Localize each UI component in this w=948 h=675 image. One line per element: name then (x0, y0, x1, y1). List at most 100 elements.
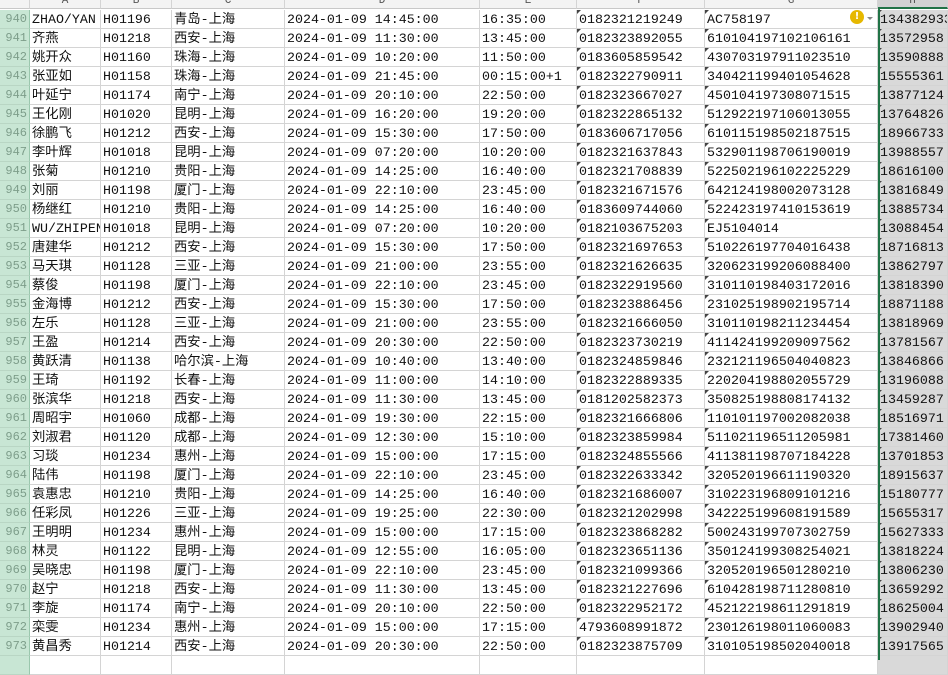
cell-d[interactable]: 2024-01-09 20:30:00 (285, 333, 480, 352)
cell-c[interactable]: 惠州-上海 (172, 523, 285, 542)
cell-h[interactable]: 15180777 (878, 485, 948, 504)
cell-c[interactable]: 西安-上海 (172, 390, 285, 409)
cell-g[interactable]: 350124199308254021 (705, 542, 878, 561)
cell-h[interactable]: 13764826 (878, 105, 948, 124)
cell-d[interactable] (285, 656, 480, 675)
cell-b[interactable]: H01214 (101, 333, 172, 352)
cell-f[interactable]: 0182323886456 (577, 295, 705, 314)
cell-e[interactable]: 13:45:00 (480, 29, 577, 48)
cell-d[interactable]: 2024-01-09 20:10:00 (285, 86, 480, 105)
cell-a[interactable]: 刘淑君 (30, 428, 101, 447)
cell-g[interactable]: 411381198707184228 (705, 447, 878, 466)
cell-e[interactable]: 16:40:00 (480, 200, 577, 219)
cell-b[interactable]: H01128 (101, 314, 172, 333)
column-header-b[interactable]: B (101, 0, 172, 9)
cell-e[interactable]: 17:50:00 (480, 295, 577, 314)
cell-c[interactable]: 惠州-上海 (172, 618, 285, 637)
cell-c[interactable]: 西安-上海 (172, 637, 285, 656)
cell-c[interactable]: 珠海-上海 (172, 48, 285, 67)
cell-d[interactable]: 2024-01-09 11:00:00 (285, 371, 480, 390)
row-number[interactable]: 950 (0, 200, 30, 219)
cell-e[interactable]: 22:50:00 (480, 637, 577, 656)
cell-f[interactable]: 0182324855566 (577, 447, 705, 466)
cell-f[interactable]: 0182321708839 (577, 162, 705, 181)
cell-b[interactable]: H01212 (101, 295, 172, 314)
row-number[interactable]: 956 (0, 314, 30, 333)
cell-e[interactable]: 10:20:00 (480, 143, 577, 162)
cell-g[interactable]: 511021196511205981 (705, 428, 878, 447)
row-number[interactable]: 965 (0, 485, 30, 504)
cell-h[interactable]: 13917565 (878, 637, 948, 656)
cell-e[interactable]: 14:10:00 (480, 371, 577, 390)
cell-a[interactable]: 栾雯 (30, 618, 101, 637)
cell-b[interactable]: H01234 (101, 618, 172, 637)
column-header-e[interactable]: E (480, 0, 577, 9)
cell-a[interactable]: 张滨华 (30, 390, 101, 409)
cell-c[interactable]: 厦门-上海 (172, 561, 285, 580)
cell-e[interactable]: 23:45:00 (480, 276, 577, 295)
cell-g[interactable]: AC758197 (705, 10, 878, 29)
cell-a[interactable]: 任彩凤 (30, 504, 101, 523)
cell-d[interactable]: 2024-01-09 14:25:00 (285, 485, 480, 504)
cell-g[interactable]: 320520196501280210 (705, 561, 878, 580)
row-number[interactable]: 946 (0, 124, 30, 143)
column-header-h[interactable]: H (878, 0, 948, 9)
cell-b[interactable]: H01198 (101, 466, 172, 485)
cell-a[interactable]: 周昭宇 (30, 409, 101, 428)
cell-b[interactable]: H01128 (101, 257, 172, 276)
cell-a[interactable]: 林灵 (30, 542, 101, 561)
cell-b[interactable]: H01138 (101, 352, 172, 371)
cell-b[interactable]: H01174 (101, 599, 172, 618)
cell-h[interactable]: 13806230 (878, 561, 948, 580)
cell-c[interactable]: 三亚-上海 (172, 257, 285, 276)
cell-c[interactable]: 成都-上海 (172, 409, 285, 428)
cell-f[interactable]: 0182322919560 (577, 276, 705, 295)
cell-b[interactable]: H01196 (101, 10, 172, 29)
cell-f[interactable]: 0182321626635 (577, 257, 705, 276)
cell-f[interactable]: 0182323868282 (577, 523, 705, 542)
cell-c[interactable]: 昆明-上海 (172, 542, 285, 561)
cell-f[interactable]: 0182323730219 (577, 333, 705, 352)
cell-a[interactable]: 张菊 (30, 162, 101, 181)
cell-c[interactable]: 西安-上海 (172, 295, 285, 314)
cell-d[interactable]: 2024-01-09 15:30:00 (285, 238, 480, 257)
cell-c[interactable]: 青岛-上海 (172, 10, 285, 29)
row-number[interactable]: 964 (0, 466, 30, 485)
row-number[interactable]: 948 (0, 162, 30, 181)
row-number[interactable]: 961 (0, 409, 30, 428)
cell-h[interactable]: 13846866 (878, 352, 948, 371)
cell-a[interactable]: 唐建华 (30, 238, 101, 257)
row-number[interactable]: 953 (0, 257, 30, 276)
cell-a[interactable]: 齐燕 (30, 29, 101, 48)
cell-a[interactable]: 袁惠忠 (30, 485, 101, 504)
cell-g[interactable] (705, 656, 878, 675)
row-number[interactable]: 957 (0, 333, 30, 352)
cell-b[interactable]: H01018 (101, 143, 172, 162)
cell-e[interactable]: 13:40:00 (480, 352, 577, 371)
cell-a[interactable]: 王化刚 (30, 105, 101, 124)
cell-h[interactable]: 15555361 (878, 67, 948, 86)
cell-d[interactable]: 2024-01-09 12:55:00 (285, 542, 480, 561)
cell-f[interactable]: 0182321099366 (577, 561, 705, 580)
cell-f[interactable]: 0182321666050 (577, 314, 705, 333)
cell-g[interactable]: 350825198808174132 (705, 390, 878, 409)
cell-e[interactable]: 17:50:00 (480, 124, 577, 143)
cell-f[interactable]: 0182323875709 (577, 637, 705, 656)
cell-h[interactable]: 18625004 (878, 599, 948, 618)
cell-g[interactable]: 642124198002073128 (705, 181, 878, 200)
cell-h[interactable]: 18716813 (878, 238, 948, 257)
cell-e[interactable]: 22:50:00 (480, 333, 577, 352)
row-number[interactable]: 962 (0, 428, 30, 447)
cell-a[interactable]: 黄跃清 (30, 352, 101, 371)
cell-d[interactable]: 2024-01-09 14:25:00 (285, 162, 480, 181)
row-number[interactable]: 958 (0, 352, 30, 371)
cell-f[interactable]: 0182322889335 (577, 371, 705, 390)
cell-d[interactable]: 2024-01-09 22:10:00 (285, 276, 480, 295)
cell-e[interactable]: 16:05:00 (480, 542, 577, 561)
row-number[interactable] (0, 656, 30, 675)
cell-d[interactable]: 2024-01-09 07:20:00 (285, 143, 480, 162)
row-number[interactable]: 945 (0, 105, 30, 124)
cell-e[interactable]: 22:50:00 (480, 599, 577, 618)
cell-f[interactable]: 0182321227696 (577, 580, 705, 599)
cell-h[interactable]: 15655317 (878, 504, 948, 523)
